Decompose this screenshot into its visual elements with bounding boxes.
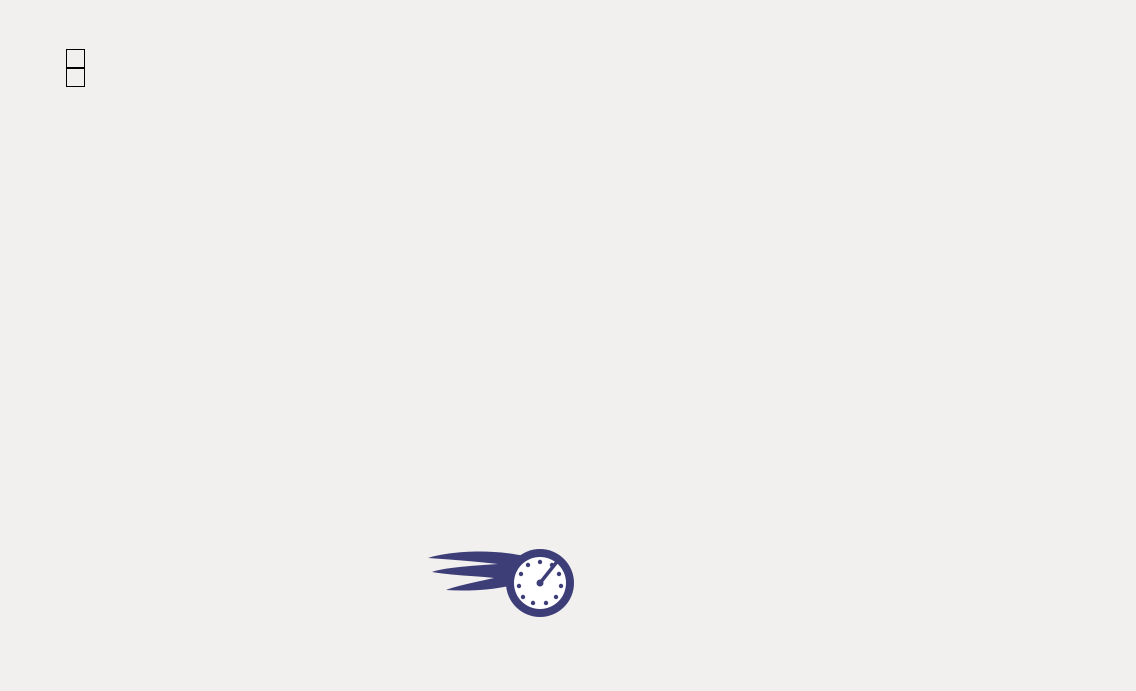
gauge-ticks	[516, 559, 564, 606]
legend-swatch-run002	[66, 49, 85, 68]
legend-label-run002	[90, 51, 105, 66]
legend	[66, 49, 105, 87]
gauge-hub	[536, 579, 544, 587]
legend-row-run002	[66, 49, 105, 68]
gauge-needle	[538, 561, 558, 585]
legend-label-run007	[90, 70, 105, 85]
watermark-logo	[428, 549, 574, 617]
legend-swatch-run007	[66, 68, 85, 87]
flame-icon	[428, 551, 526, 591]
legend-row-run007	[66, 68, 105, 87]
